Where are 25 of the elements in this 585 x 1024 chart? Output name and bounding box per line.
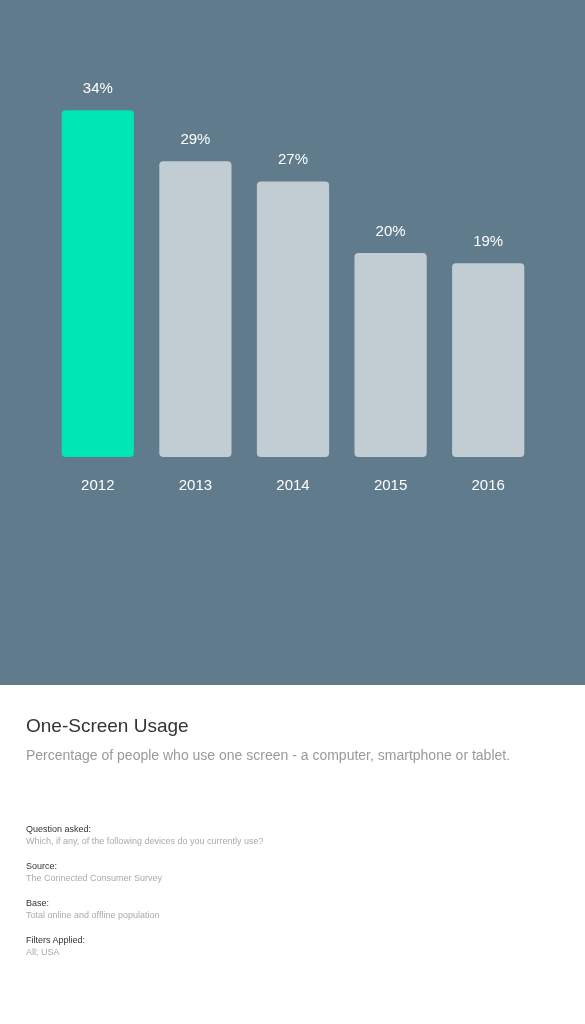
text: One-Screen Usage (26, 715, 190, 737)
data-label: 27% (277, 150, 309, 168)
data-label: 34% (82, 78, 113, 96)
text: Which, if any, of the following devices do you currently use? (26, 835, 265, 847)
text: All; USA (26, 946, 61, 958)
bar (354, 253, 427, 457)
data-label: 20% (375, 221, 406, 239)
text: Question asked: (26, 823, 93, 835)
source-note: Source: (26, 860, 59, 872)
data-label: 29% (180, 129, 211, 147)
data-label: 19% (473, 231, 504, 249)
bar (159, 161, 232, 457)
x-tick-label: 2016 (471, 476, 505, 494)
x-tick-label: 2015 (373, 476, 408, 494)
text: Base: (26, 897, 50, 909)
x-tick-label: 2014 (276, 476, 310, 494)
bar (256, 181, 330, 457)
text: Filters Applied: (26, 934, 87, 946)
bar (452, 263, 525, 457)
text: Percentage of people who use one screen - a computer, smartphone or tablet. (26, 747, 512, 763)
bar (61, 110, 134, 457)
x-tick-label: 2013 (178, 476, 213, 494)
text: Total online and offline population (26, 909, 161, 921)
x-tick-label: 2012 (81, 476, 115, 494)
text: The Connected Consumer Survey (26, 872, 164, 884)
